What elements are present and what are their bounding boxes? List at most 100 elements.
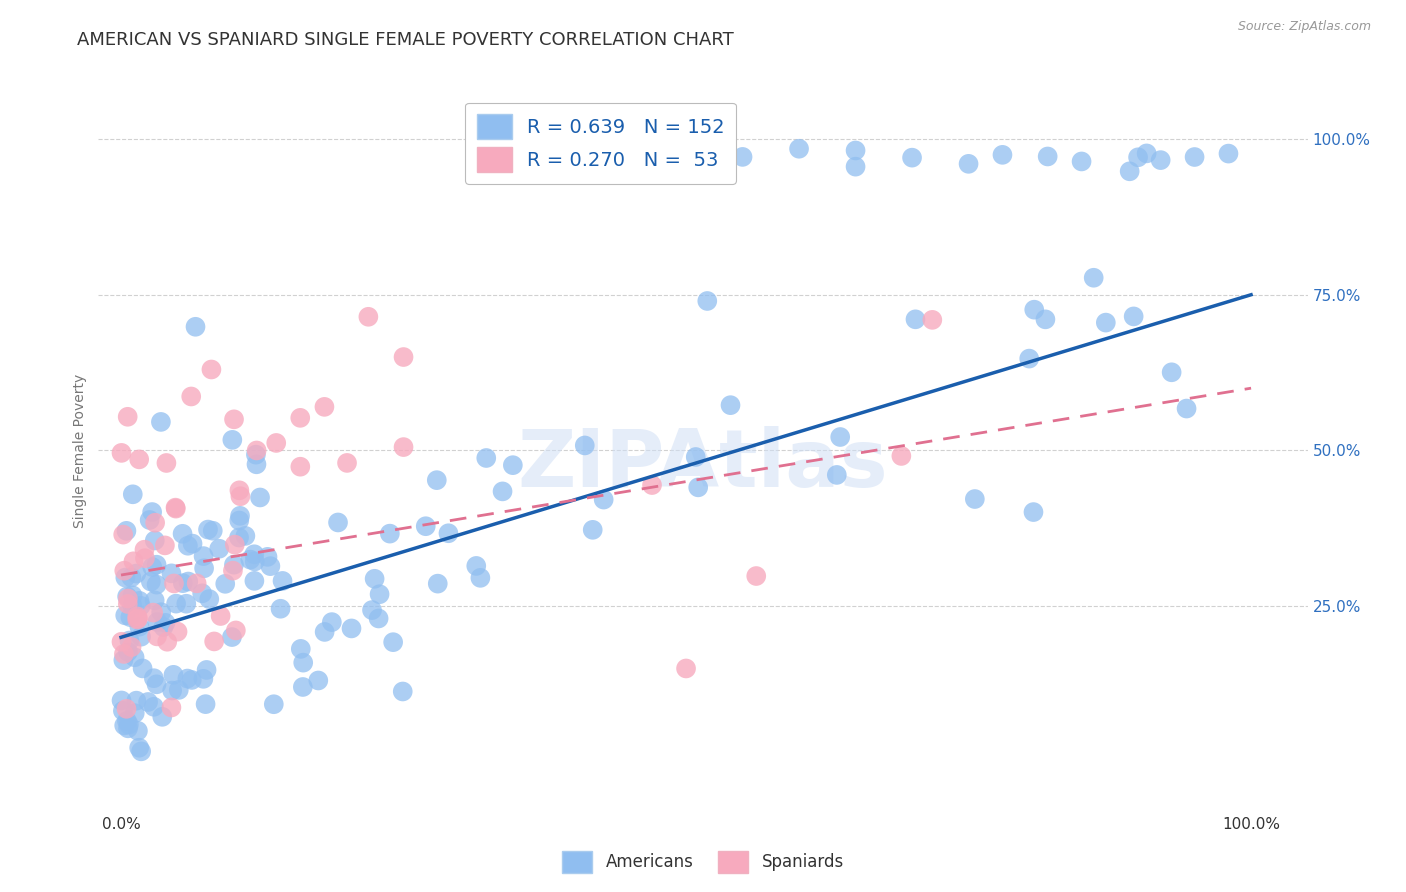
Point [1122, 310, 1144, 324]
Point [110, 446, 132, 460]
Point [1160, 365, 1182, 379]
Point [470, 571, 492, 585]
Point [720, 398, 742, 412]
Point [415, 519, 437, 533]
Point [167, 682, 190, 697]
Point [121, 598, 143, 612]
Point [1095, 316, 1118, 330]
Point [202, 634, 225, 648]
Point [340, 622, 363, 636]
Point [224, 538, 246, 552]
Point [592, 492, 614, 507]
Point [502, 458, 524, 472]
Point [1035, 312, 1057, 326]
Point [127, 612, 149, 626]
Point [367, 611, 389, 625]
Point [209, 609, 232, 624]
Point [326, 516, 349, 530]
Point [112, 653, 135, 667]
Point [145, 558, 167, 572]
Point [963, 491, 986, 506]
Point [235, 529, 257, 543]
Point [391, 684, 413, 698]
Point [191, 586, 214, 600]
Point [246, 443, 269, 458]
Point [177, 539, 200, 553]
Point [160, 566, 183, 581]
Point [141, 560, 163, 574]
Point [166, 624, 188, 639]
Point [125, 693, 148, 707]
Legend: R = 0.639   N = 152, R = 0.270   N =  53: R = 0.639 N = 152, R = 0.270 N = 53 [465, 103, 737, 184]
Point [243, 547, 266, 561]
Point [745, 569, 768, 583]
Point [165, 597, 187, 611]
Point [228, 483, 250, 498]
Point [193, 549, 215, 563]
Point [128, 452, 150, 467]
Point [172, 526, 194, 541]
Point [110, 693, 132, 707]
Point [136, 695, 159, 709]
Point [143, 533, 166, 548]
Point [165, 501, 187, 516]
Point [688, 480, 710, 494]
Point [155, 456, 177, 470]
Point [270, 601, 292, 615]
Point [128, 594, 150, 608]
Point [138, 513, 160, 527]
Point [141, 505, 163, 519]
Point [156, 634, 179, 648]
Point [228, 514, 250, 528]
Point [160, 683, 183, 698]
Point [574, 438, 596, 452]
Point [121, 640, 143, 654]
Point [177, 574, 200, 589]
Point [152, 620, 174, 634]
Point [292, 656, 315, 670]
Point [229, 508, 252, 523]
Point [243, 554, 266, 568]
Point [149, 415, 172, 429]
Point [675, 661, 697, 675]
Point [465, 558, 488, 573]
Point [194, 697, 217, 711]
Point [184, 319, 207, 334]
Point [378, 526, 401, 541]
Text: ZIPAtlas: ZIPAtlas [517, 425, 889, 504]
Point [125, 566, 148, 581]
Point [290, 410, 312, 425]
Point [111, 704, 134, 718]
Point [193, 672, 215, 686]
Point [163, 576, 186, 591]
Point [222, 558, 245, 572]
Point [291, 680, 314, 694]
Point [162, 668, 184, 682]
Point [114, 571, 136, 585]
Point [120, 570, 142, 584]
Point [155, 615, 177, 630]
Point [131, 661, 153, 675]
Point [582, 523, 605, 537]
Point [121, 588, 143, 602]
Point [134, 542, 156, 557]
Point [195, 663, 218, 677]
Legend: Americans, Spaniards: Americans, Spaniards [555, 845, 851, 880]
Point [222, 564, 245, 578]
Point [146, 629, 169, 643]
Point [193, 561, 215, 575]
Point [1184, 150, 1206, 164]
Point [382, 635, 405, 649]
Point [1218, 146, 1240, 161]
Point [124, 706, 146, 721]
Point [957, 157, 980, 171]
Point [143, 593, 166, 607]
Point [392, 440, 415, 454]
Point [437, 526, 460, 541]
Point [214, 577, 236, 591]
Point [228, 531, 250, 545]
Point [150, 710, 173, 724]
Point [314, 624, 336, 639]
Point [117, 591, 139, 606]
Point [112, 718, 135, 732]
